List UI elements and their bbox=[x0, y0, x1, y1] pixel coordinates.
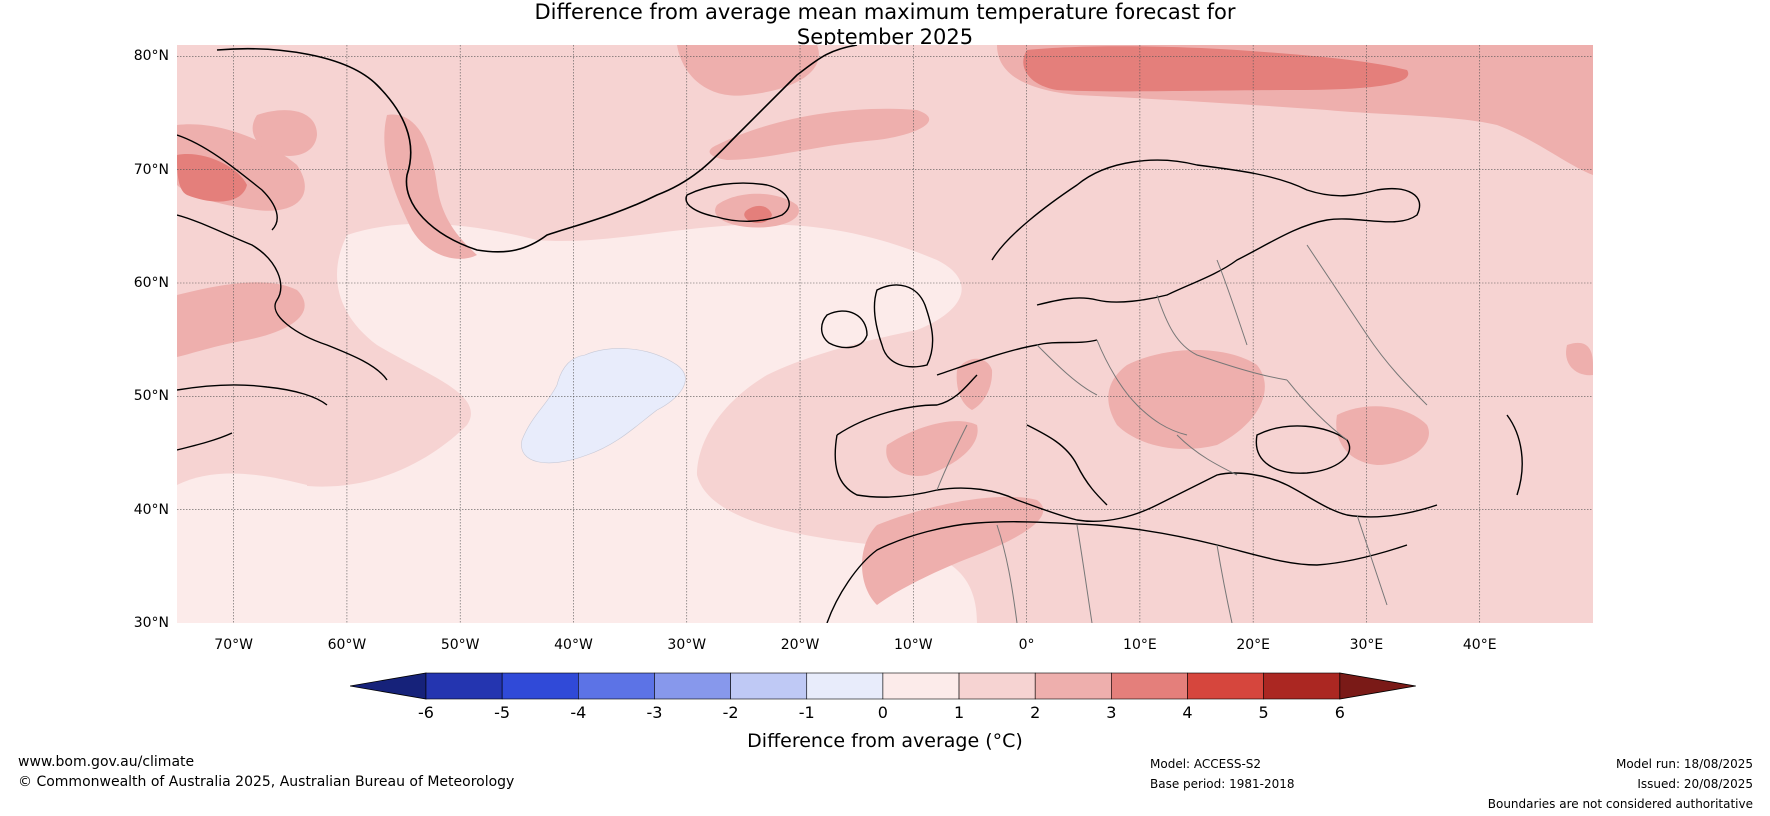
europe-coastline bbox=[834, 339, 1438, 523]
north-africa-coastline bbox=[826, 521, 1408, 623]
latitude-label: 30°N bbox=[133, 615, 169, 631]
latitude-label: 50°N bbox=[133, 388, 169, 405]
graticule bbox=[177, 45, 1593, 623]
footer-copyright: © Commonwealth of Australia 2025, Austra… bbox=[18, 774, 515, 790]
anomaly-region-2-3-north-africa bbox=[862, 496, 1044, 605]
colorbar-tick-label: -6 bbox=[418, 703, 434, 722]
longitude-label: 70°W bbox=[214, 637, 253, 653]
black-sea-coastline bbox=[1255, 414, 1523, 496]
latitude-label: 80°N bbox=[133, 48, 169, 65]
longitude-label: 30°E bbox=[1349, 637, 1384, 653]
colorbar-segment bbox=[958, 672, 1036, 700]
iceland-coastline bbox=[685, 182, 790, 222]
greenland-coastline bbox=[216, 45, 858, 253]
footer-model-run: Model run: 18/08/2025 bbox=[1615, 757, 1753, 771]
colorbar-extend-high bbox=[1339, 672, 1416, 700]
colorbar-segment bbox=[730, 672, 808, 700]
longitude-label: 50°W bbox=[440, 637, 480, 653]
colorbar-segment bbox=[806, 672, 884, 700]
footer-base-period: Base period: 1981-2018 bbox=[1150, 777, 1295, 791]
colorbar-segment bbox=[1034, 672, 1112, 700]
anomaly-region-2-3-labrador bbox=[177, 282, 305, 357]
title-line-1: Difference from average mean maximum tem… bbox=[534, 0, 1236, 24]
latitude-label: 70°N bbox=[133, 161, 169, 178]
scandinavia-coastline bbox=[991, 159, 1421, 306]
longitude-label: 30°W bbox=[667, 637, 707, 653]
colorbar-segment bbox=[501, 672, 579, 700]
longitude-label: 10°E bbox=[1123, 637, 1157, 653]
colorbar-segment bbox=[1263, 672, 1341, 700]
anomaly-region-2-3-baffin bbox=[252, 110, 317, 156]
longitude-label: 0° bbox=[1018, 637, 1035, 653]
footer-model: Model: ACCESS-S2 bbox=[1150, 757, 1262, 771]
anomaly-region-3-4-iceland bbox=[744, 205, 772, 223]
colorbar-tick-label: -2 bbox=[722, 703, 739, 722]
colorbar-segment bbox=[1111, 672, 1188, 700]
longitude-label: 10°W bbox=[893, 637, 933, 653]
temperature-anomaly-map bbox=[177, 45, 1593, 623]
british-isles-coastline bbox=[820, 284, 934, 368]
colorbar-tick-label: -1 bbox=[798, 703, 815, 722]
anomaly-region-3-4-baffin bbox=[177, 154, 247, 202]
longitude-label: 20°W bbox=[780, 637, 820, 653]
anomaly-region-2-3-ural bbox=[1566, 342, 1593, 376]
anomaly-region-minus1-0 bbox=[521, 348, 686, 464]
colorbar-segment bbox=[882, 672, 960, 700]
longitude-label: 60°W bbox=[327, 637, 367, 653]
colorbar-tick-label: 5 bbox=[1258, 703, 1269, 722]
colorbar-segment bbox=[425, 672, 503, 700]
anomaly-region-2-3-norwegian-sea bbox=[709, 108, 930, 160]
colorbar-segment bbox=[578, 672, 655, 700]
anomaly-region-3-4-svalbard bbox=[1023, 46, 1409, 92]
latitude-label: 40°N bbox=[133, 501, 169, 518]
colorbar bbox=[350, 672, 1416, 700]
anomaly-region-2-3-balkans bbox=[1108, 350, 1265, 449]
latitude-label: 60°N bbox=[133, 275, 169, 291]
colorbar-tick-label: 3 bbox=[1106, 703, 1117, 722]
anomaly-region-0-1-southwest bbox=[177, 473, 307, 623]
colorbar-title: Difference from average (°C) bbox=[747, 730, 1023, 752]
longitude-label: 20°E bbox=[1236, 637, 1270, 653]
colorbar-tick-label: 6 bbox=[1334, 703, 1345, 722]
map-title: Difference from average mean maximum tem… bbox=[0, 0, 1770, 50]
colorbar-tick-label: -4 bbox=[570, 703, 587, 722]
colorbar-tick-label: -5 bbox=[494, 703, 511, 722]
longitude-label: 40°W bbox=[554, 637, 593, 653]
colorbar-extend-low bbox=[350, 672, 427, 700]
canada-coastline bbox=[177, 134, 388, 451]
country-borders bbox=[936, 244, 1428, 623]
colorbar-tick-label: -3 bbox=[646, 703, 663, 722]
footer-issued: Issued: 20/08/2025 bbox=[1637, 777, 1753, 791]
anomaly-region-2-3-iberia bbox=[886, 421, 978, 476]
colorbar-tick-label: 0 bbox=[877, 703, 888, 722]
colorbar-segment bbox=[1187, 672, 1264, 700]
colorbar-segment bbox=[654, 672, 731, 700]
footer-website: www.bom.gov.au/climate bbox=[18, 754, 195, 770]
colorbar-tick-label: 4 bbox=[1182, 703, 1193, 722]
longitude-label: 40°E bbox=[1462, 637, 1497, 653]
colorbar-tick-label: 1 bbox=[953, 703, 965, 722]
anomaly-region-2-3-greenland-east bbox=[384, 114, 477, 259]
footer-disclaimer: Boundaries are not considered authoritat… bbox=[1487, 797, 1753, 811]
anomaly-region-2-3-biscay bbox=[956, 358, 993, 410]
colorbar-tick-label: 2 bbox=[1030, 703, 1041, 722]
anomaly-region-2-3-greenland-north bbox=[677, 45, 819, 96]
anomaly-region-2-3-caucasus bbox=[1336, 406, 1429, 465]
